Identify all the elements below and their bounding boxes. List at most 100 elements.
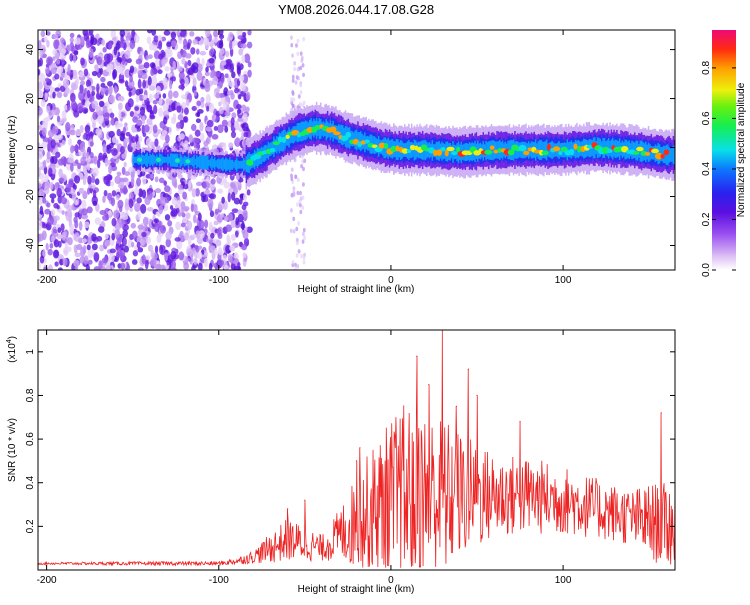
noise-speckle <box>199 50 207 56</box>
noise-speckle <box>235 136 240 147</box>
ridge-band-cell <box>671 147 673 162</box>
noise-speckle <box>208 221 213 232</box>
ridge-peak-blob <box>156 157 162 162</box>
noise-speckle <box>49 242 54 249</box>
noise-speckle <box>204 79 210 89</box>
noise-speckle <box>182 191 188 200</box>
noise-speckle <box>165 238 172 248</box>
colorbar: 0.0 0.2 0.4 0.6 0.8 Normalized spectral ampl… <box>701 30 747 277</box>
snr-peak-point <box>416 355 418 357</box>
noise-speckle <box>303 158 307 164</box>
ridge-peak-blob <box>246 159 254 166</box>
ridge-band-cell <box>191 156 194 167</box>
noise-speckle <box>238 75 245 82</box>
noise-speckle <box>154 188 162 194</box>
colorbar-tick-label: 0.2 <box>701 212 712 226</box>
noise-speckle <box>123 184 128 195</box>
noise-speckle <box>39 57 44 67</box>
colorbar-label: Normalized spectral amplitude <box>736 82 747 217</box>
snr-peak-point <box>304 499 306 501</box>
noise-speckle <box>223 181 231 189</box>
spectrogram-x-tick-label: -200 <box>37 275 57 286</box>
ridge-band-cell <box>669 148 672 162</box>
noise-speckle <box>38 261 42 270</box>
noise-speckle <box>166 72 173 78</box>
snr-peak-point <box>359 447 361 449</box>
ridge-band-cell <box>161 155 164 165</box>
noise-speckle <box>104 233 109 240</box>
noise-speckle <box>207 198 214 209</box>
noise-speckle <box>164 66 170 72</box>
noise-speckle <box>176 105 182 113</box>
spectrogram-noise-speckles <box>38 30 307 270</box>
noise-speckle <box>57 134 63 141</box>
noise-speckle <box>231 208 239 214</box>
noise-speckle <box>193 89 197 97</box>
noise-speckle <box>130 171 135 178</box>
snr-multiplier-exponent: 4 <box>6 339 13 343</box>
noise-speckle <box>181 212 186 218</box>
noise-speckle <box>190 203 195 212</box>
noise-speckle <box>59 37 65 44</box>
noise-speckle <box>159 197 167 206</box>
noise-speckle <box>81 213 89 220</box>
noise-speckle <box>188 179 192 190</box>
noise-speckle <box>155 211 160 216</box>
noise-speckle <box>225 224 233 232</box>
noise-speckle <box>79 142 86 153</box>
snr-y-label: SNR (10 * v/v) <box>7 418 18 482</box>
ridge-band-cell <box>567 142 570 158</box>
noise-speckle <box>52 56 56 61</box>
noise-speckle <box>81 238 87 243</box>
ridge-band-cell <box>149 153 151 166</box>
noise-speckle <box>98 100 105 107</box>
noise-speckle <box>149 173 154 179</box>
noise-speckle <box>103 175 110 185</box>
colorbar-tick-label: 0.8 <box>701 61 712 75</box>
noise-speckle <box>115 194 120 201</box>
noise-speckle <box>144 259 149 270</box>
noise-speckle <box>43 266 48 270</box>
ridge-peak-blob <box>497 147 502 153</box>
noise-speckle <box>150 76 158 86</box>
noise-speckle <box>149 42 155 51</box>
noise-speckle <box>78 221 83 231</box>
ridge-band-cell <box>240 160 242 169</box>
ridge-band-cell <box>179 153 182 168</box>
ridge-band-cell <box>609 140 611 156</box>
noise-speckle <box>218 30 224 36</box>
noise-speckle <box>94 64 99 73</box>
ridge-band-cell <box>285 132 288 146</box>
ridge-band-cell <box>223 159 226 170</box>
snr-y-tick-label: 0.2 <box>25 519 36 533</box>
noise-speckle <box>144 255 151 260</box>
noise-speckle <box>38 124 43 131</box>
noise-speckle <box>291 74 295 80</box>
noise-speckle <box>87 237 93 244</box>
noise-speckle <box>46 105 51 113</box>
noise-speckle <box>105 66 111 73</box>
noise-speckle <box>94 178 100 186</box>
ridge-band-cell <box>377 135 380 157</box>
noise-speckle <box>61 110 67 120</box>
noise-speckle <box>218 41 224 49</box>
noise-speckle <box>79 256 86 264</box>
ridge-band-cell <box>543 142 545 158</box>
noise-speckle <box>104 157 109 167</box>
noise-speckle <box>302 255 306 261</box>
ridge-band-cell <box>274 139 277 153</box>
noise-speckle <box>118 72 125 83</box>
ridge-peak-blob <box>333 131 341 136</box>
noise-speckle <box>134 106 140 111</box>
noise-speckle <box>77 162 81 170</box>
noise-speckle <box>145 137 152 147</box>
noise-speckle <box>45 116 51 122</box>
noise-speckle <box>100 87 106 96</box>
noise-speckle <box>190 175 197 180</box>
colorbar-tick-label: 0.4 <box>701 162 712 176</box>
noise-speckle <box>105 262 111 270</box>
noise-speckle <box>78 187 85 194</box>
ridge-peak-blob <box>444 149 449 157</box>
ridge-band-cell <box>147 156 150 164</box>
noise-speckle <box>101 266 106 270</box>
